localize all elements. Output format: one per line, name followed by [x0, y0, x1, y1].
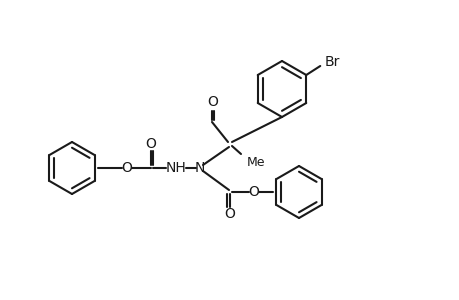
Text: N: N: [195, 161, 205, 175]
Text: Br: Br: [324, 55, 339, 69]
Text: O: O: [224, 207, 235, 221]
Text: O: O: [145, 137, 156, 151]
Text: O: O: [121, 161, 132, 175]
Text: NH: NH: [165, 161, 186, 175]
Text: Me: Me: [246, 155, 265, 169]
Text: O: O: [207, 95, 218, 109]
Text: O: O: [248, 185, 259, 199]
